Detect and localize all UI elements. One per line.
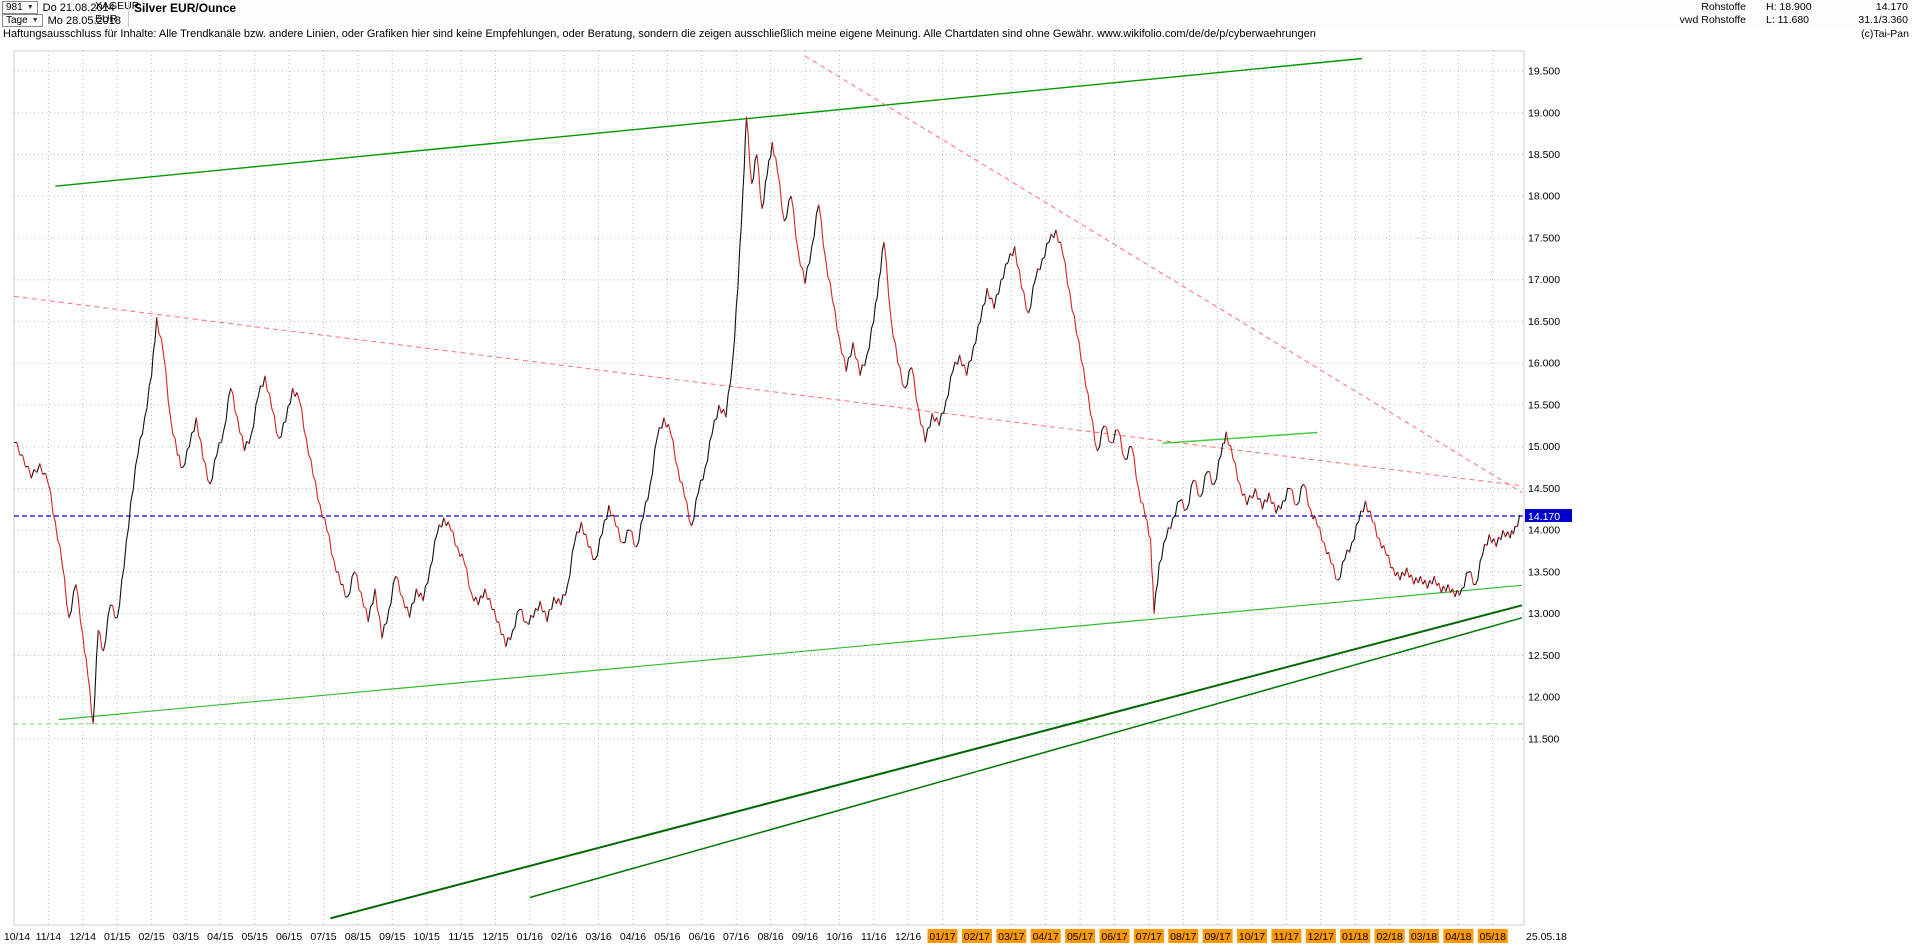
svg-text:05/18: 05/18	[1480, 931, 1506, 943]
svg-text:15.000: 15.000	[1528, 441, 1560, 453]
svg-text:18.000: 18.000	[1528, 191, 1560, 203]
high-label: H: 18.900	[1766, 1, 1812, 13]
svg-text:12/14: 12/14	[70, 931, 96, 943]
svg-text:08/16: 08/16	[757, 931, 783, 943]
svg-text:03/16: 03/16	[585, 931, 611, 943]
quote-info-panel: Rohstoffe H: 18.900 14.170 vwd Rohstoffe…	[1680, 1, 1908, 26]
svg-text:06/17: 06/17	[1101, 931, 1127, 943]
svg-text:03/18: 03/18	[1411, 931, 1437, 943]
svg-text:04/18: 04/18	[1445, 931, 1471, 943]
copyright-label: (c)Tai-Pan	[1861, 28, 1909, 40]
svg-text:05/17: 05/17	[1067, 931, 1093, 943]
svg-text:10/17: 10/17	[1239, 931, 1265, 943]
bars-count: 981	[6, 2, 23, 13]
svg-text:11/14: 11/14	[36, 931, 62, 943]
svg-text:17.000: 17.000	[1528, 274, 1560, 286]
disclaimer-row: Haftungsausschluss für Inhalte: Alle Tre…	[0, 28, 1912, 41]
svg-text:08/15: 08/15	[345, 931, 371, 943]
svg-text:14.170: 14.170	[1528, 511, 1560, 523]
svg-text:12/15: 12/15	[482, 931, 508, 943]
svg-text:18.500: 18.500	[1528, 149, 1560, 161]
svg-text:01/16: 01/16	[517, 931, 543, 943]
disclaimer-text: Haftungsausschluss für Inhalte: Alle Tre…	[3, 28, 1094, 40]
svg-text:06/16: 06/16	[689, 931, 715, 943]
svg-text:01/15: 01/15	[104, 931, 130, 943]
last-price-label: 14.170	[1875, 1, 1908, 13]
svg-text:19.000: 19.000	[1528, 107, 1560, 119]
svg-text:11/16: 11/16	[861, 931, 887, 943]
svg-text:14.500: 14.500	[1528, 483, 1560, 495]
svg-text:04/16: 04/16	[620, 931, 646, 943]
svg-text:12.500: 12.500	[1528, 650, 1560, 662]
svg-text:17.500: 17.500	[1528, 233, 1560, 245]
currency-label: EUR	[95, 13, 118, 25]
wikifolio-link[interactable]: www.wikifolio.com/de/de/p/cyberwaehrunge…	[1096, 28, 1316, 40]
svg-text:04/17: 04/17	[1033, 931, 1059, 943]
svg-text:05/15: 05/15	[242, 931, 268, 943]
svg-text:15.500: 15.500	[1528, 399, 1560, 411]
svg-text:08/17: 08/17	[1170, 931, 1196, 943]
svg-text:12/16: 12/16	[895, 931, 921, 943]
svg-text:16.500: 16.500	[1528, 316, 1560, 328]
svg-text:02/17: 02/17	[964, 931, 990, 943]
svg-text:11/15: 11/15	[448, 931, 474, 943]
chart-title: Silver EUR/Ounce	[134, 1, 237, 15]
svg-text:05/16: 05/16	[654, 931, 680, 943]
period-label: Tage	[6, 15, 28, 26]
svg-text:10/16: 10/16	[826, 931, 852, 943]
chevron-down-icon: ▼	[26, 4, 34, 11]
svg-text:04/15: 04/15	[207, 931, 233, 943]
svg-text:02/18: 02/18	[1376, 931, 1402, 943]
svg-text:09/15: 09/15	[379, 931, 405, 943]
svg-text:14.000: 14.000	[1528, 525, 1560, 537]
category-label: Rohstoffe	[1701, 1, 1746, 13]
bars-count-dropdown[interactable]: 981 ▼	[2, 1, 38, 14]
svg-text:13.000: 13.000	[1528, 608, 1560, 620]
start-date-label: Do 21.08.2014	[42, 1, 115, 14]
svg-text:02/16: 02/16	[551, 931, 577, 943]
svg-text:09/16: 09/16	[792, 931, 818, 943]
unit-info-label: 31.1/3.360	[1858, 13, 1908, 26]
svg-text:19.500: 19.500	[1528, 66, 1560, 78]
svg-text:16.000: 16.000	[1528, 358, 1560, 370]
svg-text:12.000: 12.000	[1528, 692, 1560, 704]
svg-text:06/15: 06/15	[276, 931, 302, 943]
low-label: L: 11.680	[1766, 13, 1810, 26]
svg-text:01/18: 01/18	[1342, 931, 1368, 943]
period-dropdown[interactable]: Tage ▼	[2, 14, 43, 27]
svg-text:09/17: 09/17	[1204, 931, 1230, 943]
svg-text:02/15: 02/15	[138, 931, 164, 943]
symbol-label: XAGEUR	[95, 0, 140, 12]
chart-header: 981 ▼ Do 21.08.2014 Tage ▼ Mo 28.05.2018…	[0, 0, 1912, 28]
data-source-label: vwd Rohstoffe	[1679, 13, 1746, 26]
svg-text:12/17: 12/17	[1308, 931, 1334, 943]
chevron-down-icon: ▼	[31, 17, 39, 24]
header-separator	[128, 1, 129, 27]
svg-text:03/17: 03/17	[998, 931, 1024, 943]
svg-text:11/17: 11/17	[1274, 931, 1300, 943]
svg-text:07/16: 07/16	[723, 931, 749, 943]
price-chart[interactable]: 14.170 19.500 19.000 18.500 18.000 17.500 17.0…	[0, 41, 1912, 952]
svg-text:03/15: 03/15	[173, 931, 199, 943]
svg-text:13.500: 13.500	[1528, 566, 1560, 578]
end-date-label: Mo 28.05.2018	[47, 14, 122, 27]
svg-text:01/17: 01/17	[929, 931, 955, 943]
svg-text:10/14: 10/14	[4, 931, 30, 943]
svg-text:07/15: 07/15	[310, 931, 336, 943]
svg-text:11.500: 11.500	[1528, 733, 1559, 745]
svg-text:07/17: 07/17	[1136, 931, 1162, 943]
svg-text:25.05.18: 25.05.18	[1526, 931, 1567, 943]
svg-text:10/15: 10/15	[414, 931, 440, 943]
